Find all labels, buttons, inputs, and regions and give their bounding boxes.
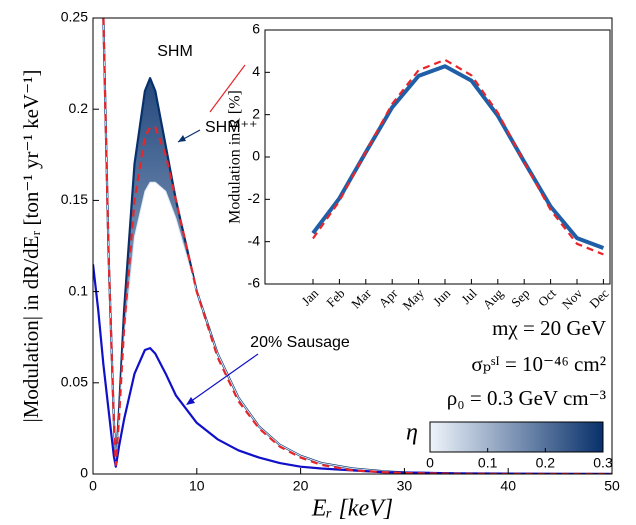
y-tick-label: 0.15 [61,191,88,207]
x-tick-label: 20 [293,478,309,494]
series-line [312,58,604,256]
x-tick-label: 30 [397,478,413,494]
colorbar-tick-label: 0.1 [478,455,498,471]
x-tick-label: 10 [189,478,205,494]
parameter-label: mχ = 20 GeV [492,316,606,340]
parameter-label: σₚˢᴵ = 10⁻⁴⁶ cm² [471,352,606,376]
x-axis-label: Eᵣ [keV] [311,496,393,522]
colorbar-label: η [406,420,418,446]
y-tick-label: 0 [80,465,88,481]
annotation-arrow [209,64,246,113]
inset-y-tick-label: 2 [252,105,260,121]
colorbar-tick-label: 0.2 [536,455,556,471]
y-tick-label: 0.05 [61,374,88,390]
colorbar-tick-label: 0 [426,455,434,471]
inset-y-tick-label: 4 [252,63,260,79]
y-tick-label: 0.2 [69,100,89,116]
inset-y-tick-label: -2 [248,190,261,206]
inset-plot [311,58,605,256]
series-label: 20% Sausage [250,334,350,351]
x-tick-label: 50 [604,478,620,494]
inset-background [265,18,610,294]
x-tick-label: 40 [500,478,516,494]
y-axis-label: |Modulation| in dR/dEᵣ [ton⁻¹ yr⁻¹ keV⁻¹… [19,70,43,423]
plot-frame [92,17,613,475]
series-line [102,18,612,474]
arrow-head [178,135,186,142]
parameter-label: ρ₀ = 0.3 GeV cm⁻³ [447,386,606,410]
inset-y-axis-label: Modulation in R [%] [227,90,244,224]
y-tick-label: 0.1 [69,282,89,298]
inset-y-tick-label: 0 [252,148,260,164]
colorbar-tick-label: 0.3 [593,455,613,471]
y-tick-label: 0.25 [61,9,88,25]
series-label: SHM [157,43,193,60]
arrow-head [186,397,195,405]
inset-y-tick-label: -6 [248,275,261,291]
colorbar [429,421,604,453]
inset-y-tick-label: 6 [252,21,260,37]
x-tick-label: 0 [89,478,97,494]
inset-y-tick-label: -4 [248,232,261,248]
series-line [311,64,605,250]
series-label: SHM⁺⁺ [205,119,257,136]
main-plot [93,18,612,474]
annotation-arrow [189,353,259,403]
